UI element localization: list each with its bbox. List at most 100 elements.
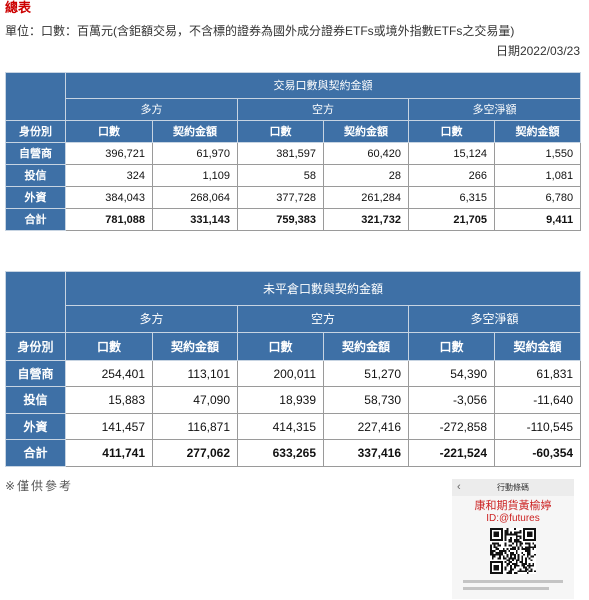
- value-cell: 61,970: [152, 142, 238, 165]
- value-cell: 21,705: [408, 208, 495, 231]
- value-cell: 781,088: [65, 208, 153, 231]
- value-cell: 384,043: [65, 186, 153, 209]
- value-cell: 61,831: [493, 360, 582, 387]
- value-cell: 116,871: [152, 413, 238, 440]
- value-cell: 337,416: [323, 439, 409, 467]
- value-cell: 141,457: [65, 413, 153, 440]
- corner-cell: [5, 271, 66, 333]
- value-cell: 411,741: [65, 439, 153, 467]
- value-cell: 6,315: [408, 186, 495, 209]
- column-header-contracts: 口數: [237, 332, 324, 361]
- qr-instruction-line: [463, 580, 563, 583]
- qr-panel-header: 行動條碼: [497, 483, 529, 492]
- qr-panel-topbar: ‹ 行動條碼: [452, 479, 574, 496]
- row-label-dealer: 自營商: [5, 360, 66, 387]
- qr-code: [490, 528, 536, 574]
- column-header-contracts: 口數: [408, 120, 495, 143]
- group-header-row: 多方 空方 多空淨額: [6, 98, 582, 121]
- group-header-short: 空方: [237, 98, 409, 121]
- table-row: 合計 411,741 277,062 633,265 337,416 -221,524 -6…: [5, 439, 582, 467]
- table-row: 自營商 254,401 113,101 200,011 51,270 54,390 61,8…: [5, 360, 582, 387]
- table-row: 外資 141,457 116,871 414,315 227,416 -272,858 -1…: [5, 413, 582, 440]
- value-cell: -3,056: [408, 386, 495, 414]
- value-cell: 60,420: [323, 142, 409, 165]
- row-label-total: 合計: [5, 439, 66, 467]
- value-cell: 266: [408, 164, 495, 187]
- value-cell: 321,732: [323, 208, 409, 231]
- column-header-amount: 契約金額: [323, 120, 409, 143]
- table-row: 外資 384,043 268,064 377,728 261,284 6,315 6,780: [5, 186, 582, 209]
- column-header-amount: 契約金額: [323, 332, 409, 361]
- value-cell: 633,265: [237, 439, 324, 467]
- corner-cell: [5, 72, 66, 121]
- column-header-amount: 契約金額: [493, 120, 582, 143]
- table1-caption: 交易口數與契約金額: [64, 72, 582, 99]
- value-cell: 58,730: [323, 386, 409, 414]
- column-header-contracts: 口數: [237, 120, 324, 143]
- table-row: 投信 324 1,109 58 28 266 1,081: [5, 164, 582, 187]
- value-cell: 1,081: [493, 164, 582, 187]
- unit-note: 單位：口數：百萬元(含鉅額交易，不含標的證券為國外成分證券ETFs或境外指數ET…: [5, 24, 515, 38]
- group-header-long: 多方: [65, 305, 238, 333]
- row-label-investment-trust: 投信: [5, 164, 66, 187]
- value-cell: 18,939: [237, 386, 324, 414]
- qr-account-name: 康和期貨黃榆婷: [474, 500, 552, 512]
- value-cell: -272,858: [408, 413, 495, 440]
- group-header-row: 多方 空方 多空淨額: [6, 305, 582, 333]
- value-cell: 15,883: [65, 386, 153, 414]
- column-header-amount: 契約金額: [493, 332, 582, 361]
- value-cell: 268,064: [152, 186, 238, 209]
- value-cell: 331,143: [152, 208, 238, 231]
- value-cell: 254,401: [65, 360, 153, 387]
- value-cell: 414,315: [237, 413, 324, 440]
- row-label-dealer: 自營商: [5, 142, 66, 165]
- column-header-contracts: 口數: [65, 332, 153, 361]
- value-cell: 324: [65, 164, 153, 187]
- table-row: 自營商 396,721 61,970 381,597 60,420 15,124 1,550: [5, 142, 582, 165]
- value-cell: 277,062: [152, 439, 238, 467]
- value-cell: 51,270: [323, 360, 409, 387]
- line-qr-panel: ‹ 行動條碼 康和期貨黃榆婷 ID:@futures: [452, 479, 574, 599]
- value-cell: -60,354: [493, 439, 582, 467]
- report-date: 日期2022/03/23: [495, 44, 580, 58]
- value-cell: 113,101: [152, 360, 238, 387]
- table2-caption: 未平倉口數與契約金額: [64, 271, 582, 306]
- caption-row: 未平倉口數與契約金額: [5, 271, 582, 333]
- row-label-foreign-investor: 外資: [5, 413, 66, 440]
- value-cell: -110,545: [493, 413, 582, 440]
- value-cell: 1,550: [493, 142, 582, 165]
- group-header-net: 多空淨額: [407, 305, 582, 333]
- value-cell: 9,411: [493, 208, 582, 231]
- column-header-identity: 身份別: [5, 332, 66, 361]
- open-interest-table: 未平倉口數與契約金額 多方 空方 多空淨額 身份別 口數 契約金額 口數 契約金額 口數 契約金額自…: [5, 271, 582, 467]
- value-cell: 58: [237, 164, 324, 187]
- value-cell: 54,390: [408, 360, 495, 387]
- value-cell: 6,780: [493, 186, 582, 209]
- value-cell: 377,728: [237, 186, 324, 209]
- column-header-amount: 契約金額: [152, 120, 238, 143]
- group-header-short: 空方: [237, 305, 409, 333]
- group-header-net: 多空淨額: [407, 98, 582, 121]
- row-label-investment-trust: 投信: [5, 386, 66, 414]
- column-header-identity: 身份別: [5, 120, 66, 143]
- page-title: 總表: [5, 0, 32, 15]
- reference-only-note: ※僅供參考: [5, 479, 74, 493]
- column-header-contracts: 口數: [408, 332, 495, 361]
- value-cell: 15,124: [408, 142, 495, 165]
- value-cell: 200,011: [237, 360, 324, 387]
- qr-account-id: ID:@futures: [486, 513, 540, 524]
- column-header-contracts: 口數: [65, 120, 153, 143]
- caption-row: 交易口數與契約金額: [5, 72, 582, 121]
- table-row: 合計 781,088 331,143 759,383 321,732 21,705 9,41…: [5, 208, 582, 231]
- chevron-left-icon[interactable]: ‹: [457, 481, 461, 493]
- column-header-row: 身份別 口數 契約金額 口數 契約金額 口數 契約金額: [5, 120, 582, 143]
- value-cell: 28: [323, 164, 409, 187]
- qr-code-icon[interactable]: [490, 528, 536, 574]
- value-cell: 759,383: [237, 208, 324, 231]
- value-cell: 227,416: [323, 413, 409, 440]
- value-cell: 396,721: [65, 142, 153, 165]
- value-cell: 47,090: [152, 386, 238, 414]
- value-cell: -11,640: [493, 386, 582, 414]
- group-header-long: 多方: [65, 98, 238, 121]
- row-label-foreign-investor: 外資: [5, 186, 66, 209]
